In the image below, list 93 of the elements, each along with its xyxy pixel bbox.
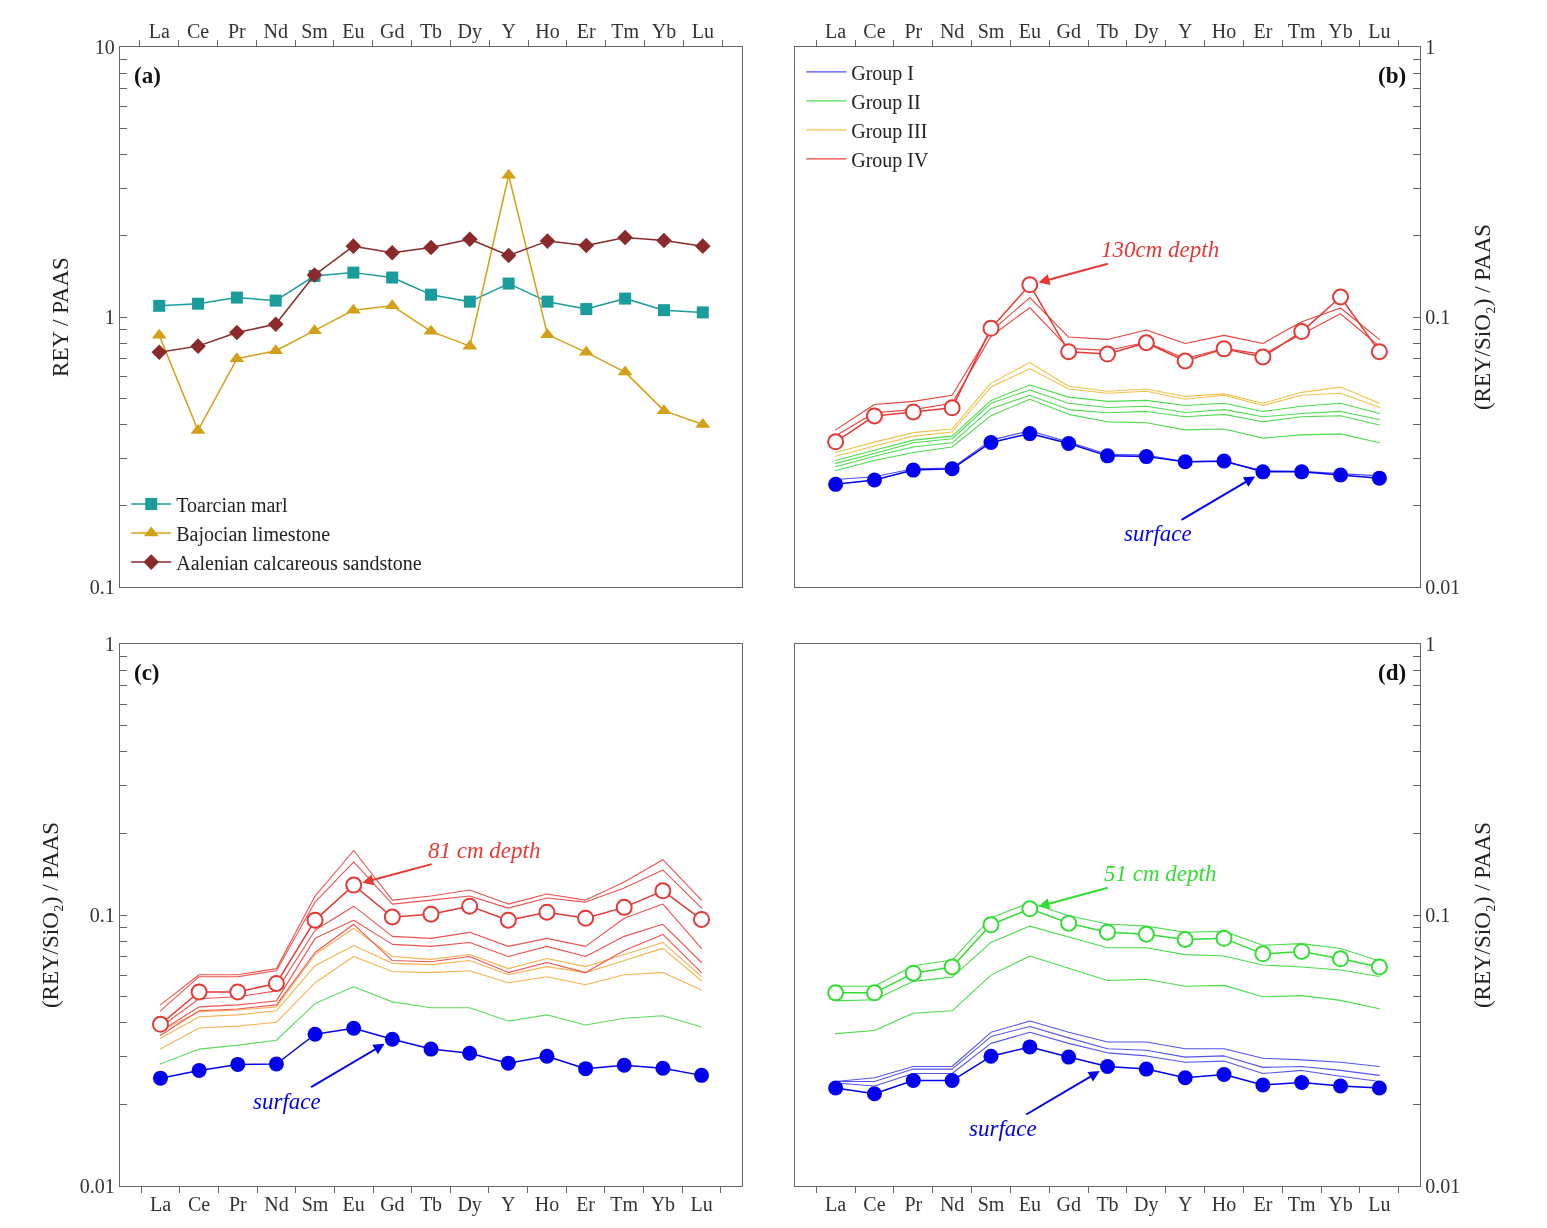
legend-label: Toarcian marl (176, 493, 288, 516)
x-tick-label: Gd (1056, 19, 1081, 42)
x-tick-label: Gd (1056, 1193, 1081, 1216)
x-tick-label: Gd (379, 19, 405, 42)
x-tick-label: Ce (186, 19, 210, 42)
y-tick-label: 0.01 (1425, 576, 1461, 598)
annotation: (a) (134, 63, 161, 88)
y-tick-label: 0.1 (89, 576, 115, 598)
x-tick-label: Eu (342, 1193, 365, 1216)
y-tick-label: 10 (94, 36, 115, 58)
x-tick-label: Nd (939, 19, 965, 42)
x-tick-label: Gd (380, 1193, 405, 1216)
legend-label: Group II (851, 90, 921, 114)
x-tick-label: Yb (1328, 1193, 1353, 1216)
y-axis-title: (REY/SiO₂) / PAAS (1469, 223, 1495, 411)
x-tick-label: Ce (863, 19, 886, 42)
y-axis-title: REY / PAAS (48, 257, 74, 377)
x-tick-label: La (825, 1193, 847, 1216)
x-tick-label: Ho (535, 19, 560, 42)
x-tick-label: Eu (342, 19, 365, 42)
x-tick-label: Er (576, 1193, 596, 1216)
annotation: 130cm depth (1101, 237, 1220, 262)
x-tick-label: Dy (457, 19, 483, 43)
y-tick-label: 0.01 (79, 1175, 115, 1197)
x-tick-label: Tb (419, 1193, 443, 1216)
x-tick-label: La (149, 1193, 172, 1216)
x-tick-label: Tb (1096, 1193, 1119, 1216)
x-tick-label: Lu (1368, 19, 1391, 42)
x-tick-label: Er (1253, 19, 1273, 42)
x-tick-label: Dy (1134, 1193, 1159, 1217)
x-tick-label: Ho (1211, 19, 1237, 42)
x-tick-label: La (148, 19, 170, 42)
x-tick-label: Dy (1134, 19, 1159, 43)
x-tick-label: Tm (610, 1193, 639, 1216)
x-tick-label: Pr (904, 1193, 923, 1216)
legend-label: Aalenian calcareous sandstone (176, 551, 422, 574)
x-tick-label: Yb (1328, 19, 1353, 42)
x-tick-label: La (825, 19, 847, 42)
x-tick-label: Y (1177, 1193, 1193, 1216)
y-tick-label: 1 (1425, 633, 1436, 655)
annotation: surface (969, 1116, 1037, 1141)
x-tick-label: Tm (611, 19, 640, 42)
x-tick-label: Y (501, 19, 516, 42)
y-tick-label: 0.1 (1425, 904, 1451, 926)
y-tick-label: 0.1 (1425, 306, 1451, 328)
x-tick-label: Er (576, 19, 597, 42)
x-tick-label: Ce (863, 1193, 886, 1216)
x-tick-label: Tm (1287, 19, 1317, 42)
x-tick-label: Tb (1096, 19, 1119, 42)
x-tick-label: Ce (188, 1193, 211, 1216)
y-tick-label: 0.01 (1425, 1175, 1461, 1197)
x-tick-label: Y (1177, 19, 1193, 42)
annotation: (d) (1378, 660, 1407, 685)
legend-label: Group I (851, 61, 915, 85)
legend-label: Group III (851, 119, 928, 143)
x-tick-label: Lu (1368, 1193, 1391, 1216)
x-tick-label: Pr (904, 19, 923, 42)
annotation: 51 cm depth (1104, 861, 1217, 886)
x-tick-label: Lu (691, 19, 714, 42)
x-tick-label: Yb (651, 19, 677, 42)
x-tick-label: Nd (263, 19, 288, 42)
annotation: surface (253, 1089, 321, 1114)
y-tick-label: 1 (104, 306, 115, 328)
annotation: (c) (134, 660, 160, 685)
y-axis-title: (REY/SiO₂) / PAAS (1469, 821, 1495, 1009)
y-tick-label: 1 (104, 633, 115, 655)
y-tick-label: 1 (1425, 36, 1436, 58)
x-tick-label: Pr (227, 19, 247, 42)
legend-label: Bajocian limestone (176, 522, 331, 546)
x-tick-label: Eu (1018, 1193, 1041, 1216)
y-tick-label: 0.1 (89, 904, 115, 926)
annotation: (b) (1378, 63, 1407, 88)
x-tick-label: Nd (264, 1193, 289, 1216)
x-tick-label: Sm (301, 19, 329, 42)
legend-label: Group IV (851, 148, 930, 172)
x-tick-label: Er (1253, 1193, 1273, 1216)
x-tick-label: Dy (457, 1193, 482, 1217)
x-tick-label: Ho (1211, 1193, 1237, 1216)
annotation: 81 cm depth (428, 838, 541, 863)
x-tick-label: Sm (977, 19, 1005, 42)
x-tick-label: Nd (939, 1193, 965, 1216)
x-tick-label: Tb (419, 19, 443, 42)
x-tick-label: Eu (1018, 19, 1041, 42)
y-axis-title: (REY/SiO₂) / PAAS (38, 821, 64, 1009)
x-tick-label: Yb (650, 1193, 676, 1216)
x-tick-label: Lu (690, 1193, 713, 1216)
annotation: surface (1124, 521, 1192, 546)
x-tick-label: Tm (1287, 1193, 1317, 1216)
x-tick-label: Y (501, 1193, 516, 1216)
x-tick-label: Sm (977, 1193, 1005, 1216)
x-tick-label: Ho (534, 1193, 560, 1216)
x-tick-label: Pr (228, 1193, 247, 1216)
x-tick-label: Sm (301, 1193, 329, 1216)
